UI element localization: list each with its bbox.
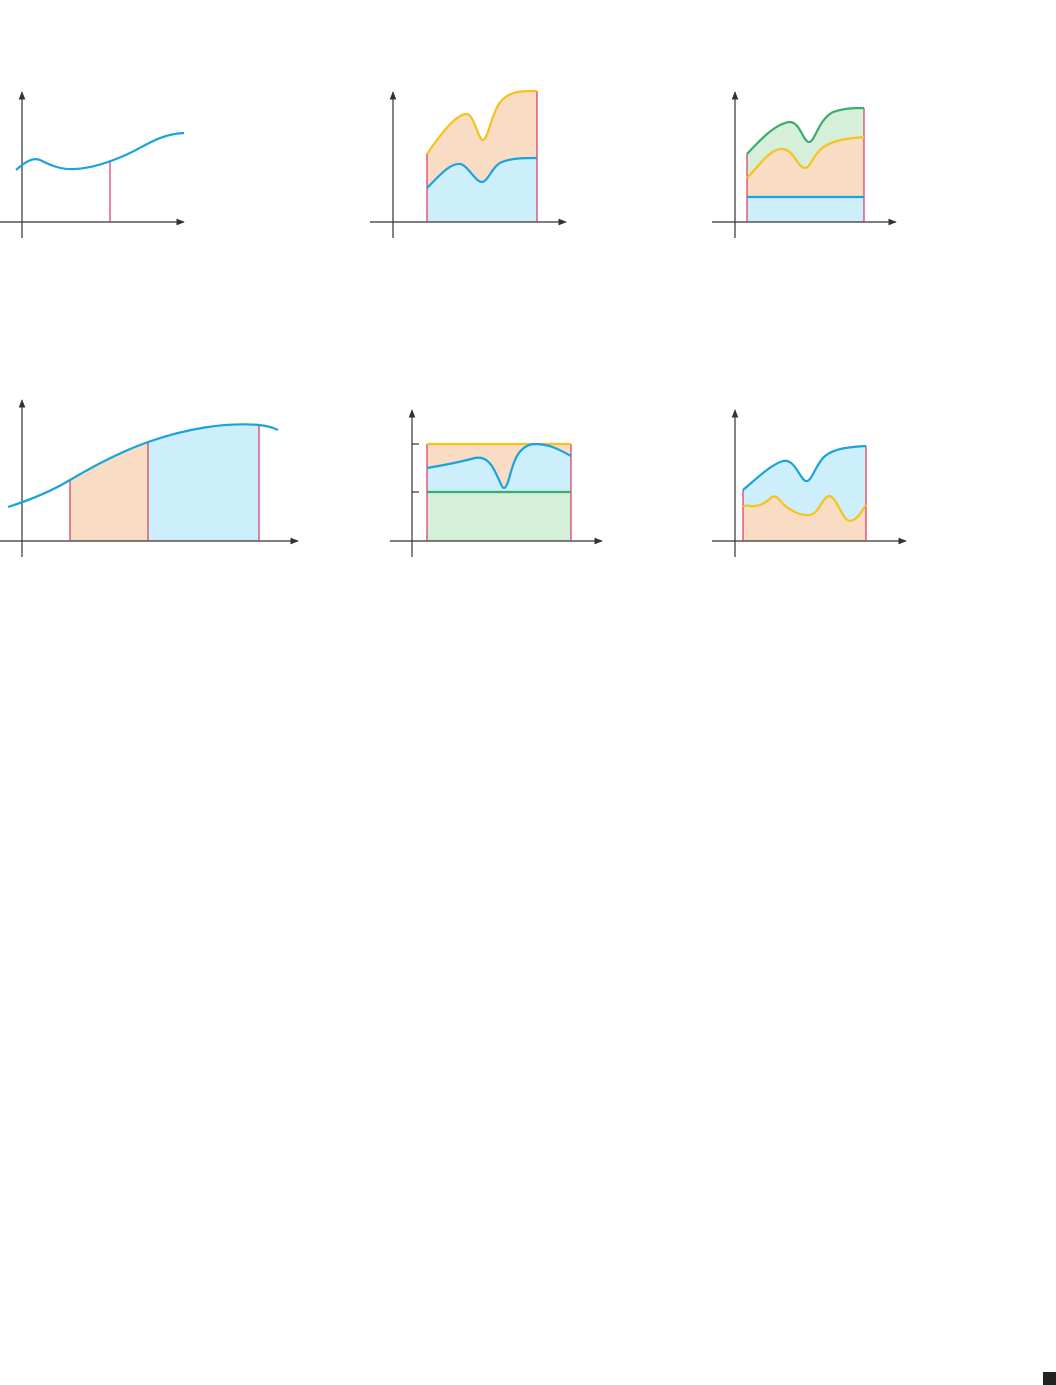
panel-rectangle-bands: [390, 410, 602, 557]
panel-two-adjacent-regions: [0, 400, 298, 557]
blue-curve: [16, 133, 184, 170]
panel-curve-with-vertical-line: [0, 92, 184, 238]
blue-region: [148, 424, 259, 541]
blue-area: [747, 197, 864, 222]
orange-region: [70, 442, 148, 541]
panel-three-stacked-areas: [712, 92, 896, 238]
panel-area-between-curves: [712, 410, 906, 557]
green-band: [427, 492, 571, 541]
corner-marker-square-icon: [1043, 1372, 1056, 1385]
panel-two-stacked-areas: [370, 91, 566, 238]
